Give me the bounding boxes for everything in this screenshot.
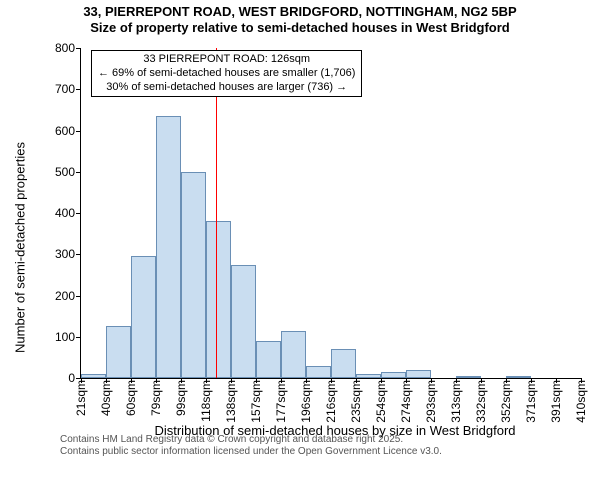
y-tick-mark <box>76 48 81 49</box>
histogram-bar <box>131 256 156 378</box>
annotation-line: ← 69% of semi-detached houses are smalle… <box>98 67 355 81</box>
y-tick-mark <box>76 89 81 90</box>
x-tick-label: 391sqm <box>550 380 562 450</box>
annotation-line: 30% of semi-detached houses are larger (… <box>98 81 355 95</box>
y-tick-label: 400 <box>35 207 75 219</box>
histogram-bar <box>256 341 281 378</box>
histogram-bar <box>106 326 131 378</box>
y-tick-mark <box>76 172 81 173</box>
chart-container: { "title": { "line1": "33, PIERREPONT RO… <box>0 0 600 500</box>
histogram-bar <box>356 374 381 378</box>
y-tick-mark <box>76 337 81 338</box>
annotation-box: 33 PIERREPONT ROAD: 126sqm← 69% of semi-… <box>91 50 362 97</box>
x-tick-label: 410sqm <box>575 380 587 450</box>
histogram-bar <box>281 331 306 378</box>
chart-title: 33, PIERREPONT ROAD, WEST BRIDGFORD, NOT… <box>0 0 600 37</box>
reference-line <box>216 48 217 378</box>
y-tick-label: 700 <box>35 83 75 95</box>
y-tick-label: 600 <box>35 125 75 137</box>
y-tick-label: 500 <box>35 166 75 178</box>
histogram-bar <box>156 116 181 378</box>
y-tick-label: 800 <box>35 42 75 54</box>
histogram-bar <box>306 366 331 378</box>
y-tick-mark <box>76 296 81 297</box>
histogram-bar <box>231 265 256 378</box>
x-tick-label: 332sqm <box>475 380 487 450</box>
y-tick-mark <box>76 131 81 132</box>
y-tick-label: 100 <box>35 331 75 343</box>
footer-attribution: Contains HM Land Registry data © Crown c… <box>60 434 442 458</box>
footer-line-1: Contains HM Land Registry data © Crown c… <box>60 434 442 446</box>
histogram-bar <box>331 349 356 378</box>
footer-line-2: Contains public sector information licen… <box>60 446 442 458</box>
y-tick-label: 200 <box>35 290 75 302</box>
histogram-bar <box>206 221 231 378</box>
title-line-1: 33, PIERREPONT ROAD, WEST BRIDGFORD, NOT… <box>0 4 600 20</box>
y-tick-mark <box>76 254 81 255</box>
y-tick-label: 300 <box>35 248 75 260</box>
histogram-bar <box>456 376 481 378</box>
title-line-2: Size of property relative to semi-detach… <box>0 20 600 36</box>
x-tick-label: 313sqm <box>450 380 462 450</box>
y-tick-label: 0 <box>35 372 75 384</box>
y-tick-mark <box>76 213 81 214</box>
histogram-bar <box>381 372 406 378</box>
y-axis-label: Number of semi-detached properties <box>13 68 28 428</box>
annotation-line: 33 PIERREPONT ROAD: 126sqm <box>98 53 355 67</box>
histogram-bar <box>181 172 206 378</box>
chart-wrap: Number of semi-detached properties 01002… <box>0 40 600 460</box>
x-tick-label: 371sqm <box>525 380 537 450</box>
histogram-bar <box>506 376 531 378</box>
x-tick-label: 352sqm <box>500 380 512 450</box>
histogram-bar <box>406 370 431 378</box>
histogram-bar <box>81 374 106 378</box>
plot-area: 010020030040050060070080021sqm40sqm60sqm… <box>80 48 581 379</box>
